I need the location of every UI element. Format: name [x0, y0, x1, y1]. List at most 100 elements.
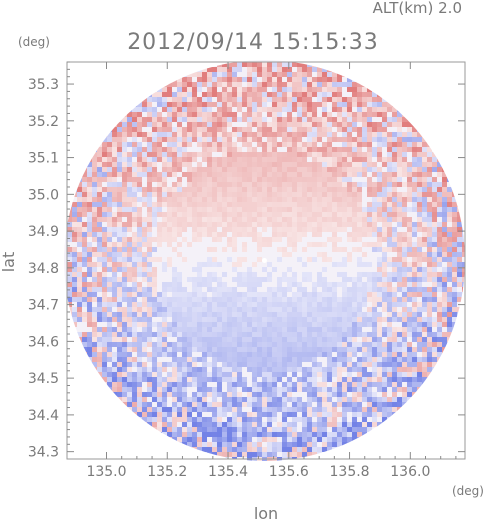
heatmap-cell [217, 112, 222, 117]
heatmap-cell [242, 327, 247, 332]
heatmap-cell [372, 337, 377, 342]
heatmap-cell [287, 227, 292, 232]
heatmap-cell [417, 212, 422, 217]
heatmap-cell [202, 427, 207, 432]
heatmap-cell [127, 157, 132, 162]
heatmap-cell [277, 202, 282, 207]
heatmap-cell [277, 247, 282, 252]
heatmap-cell [67, 262, 72, 267]
heatmap-cell [217, 132, 222, 137]
heatmap-cell [227, 352, 232, 357]
heatmap-cell [322, 182, 327, 187]
heatmap-cell [242, 257, 247, 262]
heatmap-cell [152, 407, 157, 412]
heatmap-cell [357, 427, 362, 432]
heatmap-cell [212, 112, 217, 117]
heatmap-cell [372, 332, 377, 337]
heatmap-cell [182, 352, 187, 357]
heatmap-cell [362, 392, 367, 397]
heatmap-cell [187, 322, 192, 327]
heatmap-cell [182, 387, 187, 392]
heatmap-cell [192, 397, 197, 402]
heatmap-cell [272, 372, 277, 377]
heatmap-cell [242, 212, 247, 217]
heatmap-cell [342, 262, 347, 267]
heatmap-cell [152, 127, 157, 132]
heatmap-cell [297, 97, 302, 102]
heatmap-cell [72, 312, 77, 317]
heatmap-cell [217, 412, 222, 417]
heatmap-cell [297, 177, 302, 182]
heatmap-cell [332, 117, 337, 122]
heatmap-cell [407, 272, 412, 277]
heatmap-cell [342, 227, 347, 232]
heatmap-cell [192, 287, 197, 292]
heatmap-cell [167, 232, 172, 237]
heatmap-cell [152, 147, 157, 152]
heatmap-cell [152, 282, 157, 287]
heatmap-cell [402, 282, 407, 287]
heatmap-cell [127, 367, 132, 372]
heatmap-cell [177, 97, 182, 102]
heatmap-cell [357, 262, 362, 267]
heatmap-cell [232, 187, 237, 192]
heatmap-cell [352, 297, 357, 302]
heatmap-cell [137, 142, 142, 147]
heatmap-cell [302, 347, 307, 352]
heatmap-cell [142, 392, 147, 397]
heatmap-cell [202, 192, 207, 197]
heatmap-cell [237, 92, 242, 97]
heatmap-cell [122, 112, 127, 117]
heatmap-cell [247, 267, 252, 272]
heatmap-cell [237, 157, 242, 162]
heatmap-cell [107, 247, 112, 252]
heatmap-cell [377, 122, 382, 127]
heatmap-cell [347, 137, 352, 142]
heatmap-cell [277, 407, 282, 412]
heatmap-cell [337, 202, 342, 207]
heatmap-cell [342, 312, 347, 317]
heatmap-cell [222, 272, 227, 277]
heatmap-cell [302, 132, 307, 137]
heatmap-cell [312, 217, 317, 222]
heatmap-cell [97, 227, 102, 232]
heatmap-cell [287, 172, 292, 177]
heatmap-cell [152, 237, 157, 242]
heatmap-cell [327, 207, 332, 212]
heatmap-cell [112, 157, 117, 162]
heatmap-cell [177, 102, 182, 107]
heatmap-cell [327, 297, 332, 302]
heatmap-cell [207, 447, 212, 452]
heatmap-cell [307, 412, 312, 417]
heatmap-cell [447, 337, 452, 342]
heatmap-cell [267, 202, 272, 207]
heatmap-cell [317, 102, 322, 107]
heatmap-cell [242, 437, 247, 442]
heatmap-cell [457, 207, 462, 212]
heatmap-cell [292, 342, 297, 347]
heatmap-cell [227, 357, 232, 362]
heatmap-cell [192, 72, 197, 77]
heatmap-cell [397, 377, 402, 382]
heatmap-cell [272, 307, 277, 312]
heatmap-cell [367, 307, 372, 312]
heatmap-cell [357, 77, 362, 82]
heatmap-cell [437, 237, 442, 242]
heatmap-cell [317, 367, 322, 372]
heatmap-cell [407, 277, 412, 282]
heatmap-cell [232, 157, 237, 162]
heatmap-cell [222, 162, 227, 167]
heatmap-cell [302, 372, 307, 377]
heatmap-cell [347, 312, 352, 317]
heatmap-cell [257, 162, 262, 167]
heatmap-cell [302, 442, 307, 447]
heatmap-cell [432, 222, 437, 227]
heatmap-cell [367, 297, 372, 302]
heatmap-cell [412, 267, 417, 272]
heatmap-cell [102, 132, 107, 137]
heatmap-cell [367, 287, 372, 292]
heatmap-cell [192, 87, 197, 92]
heatmap-cell [232, 287, 237, 292]
heatmap-cell [357, 412, 362, 417]
heatmap-cell [332, 67, 337, 72]
